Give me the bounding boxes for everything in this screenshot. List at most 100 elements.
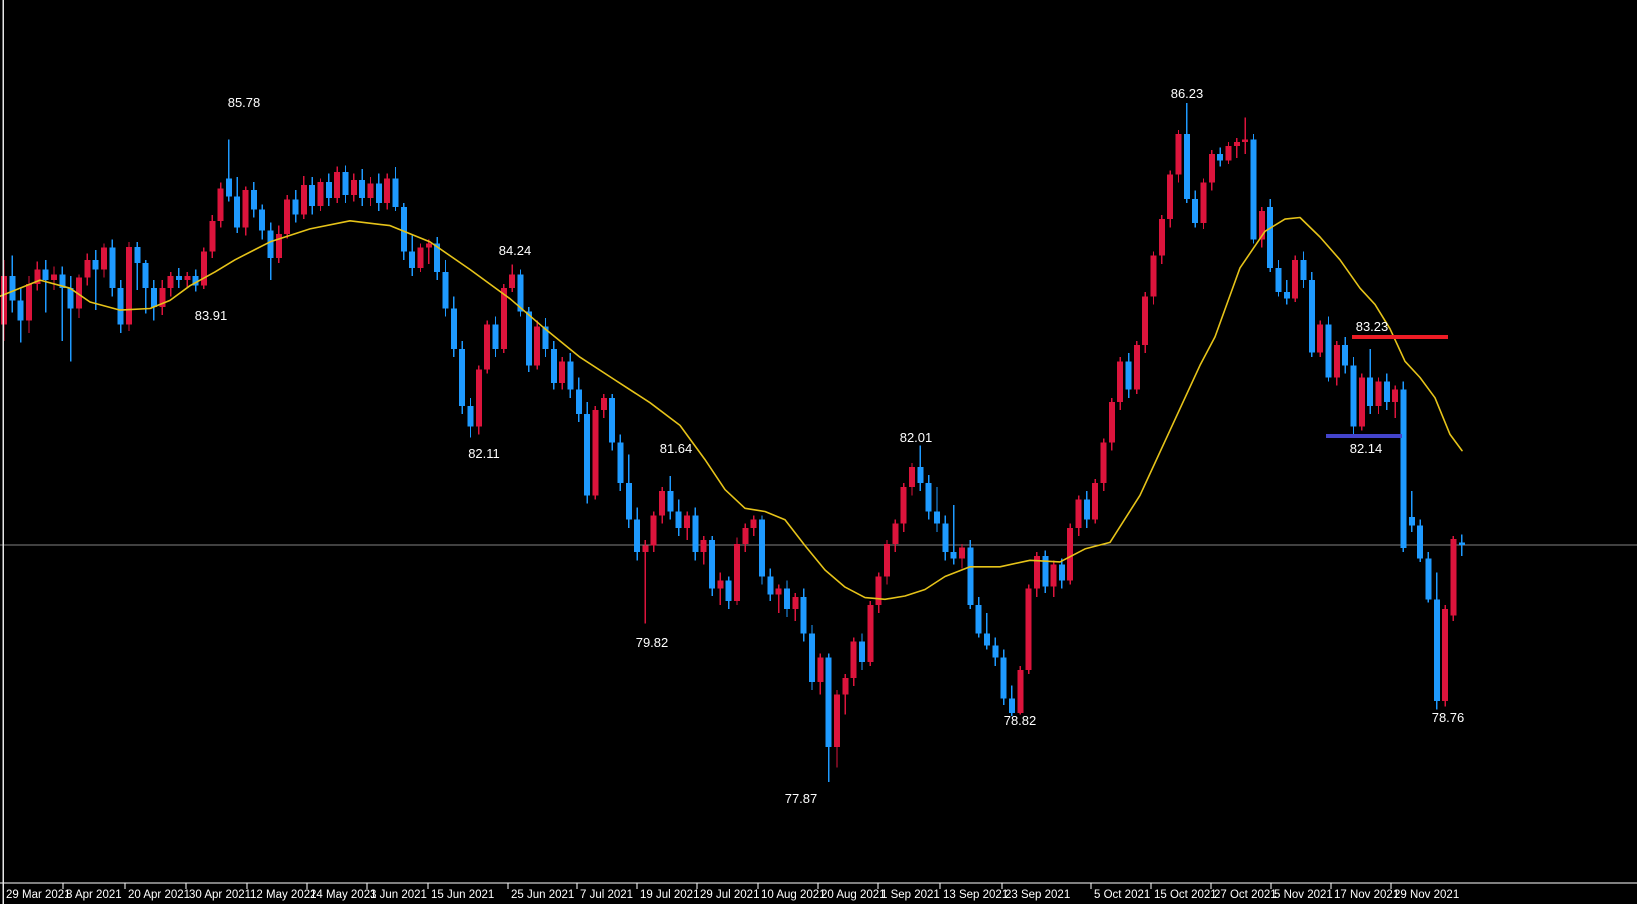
bull-candle (700, 535, 707, 565)
moving-average-line (0, 216, 1463, 601)
bull-candle (850, 637, 857, 687)
bear-candle (1000, 649, 1007, 705)
candle-body (1150, 255, 1157, 297)
candle-body (209, 220, 216, 252)
candle-body (817, 657, 824, 683)
candle-body (367, 183, 374, 199)
bear-candle (692, 507, 699, 561)
candle-body (1042, 556, 1049, 587)
bear-candle (950, 505, 957, 565)
bull-candle (883, 539, 890, 585)
bear-candle (1058, 558, 1065, 589)
bear-candle (142, 259, 149, 314)
swing-price-label: 83.23 (1356, 319, 1389, 334)
bear-candle (1425, 552, 1432, 603)
bear-candle (858, 633, 865, 670)
candle-body (517, 274, 524, 312)
bear-candle (667, 475, 674, 520)
bear-candle (117, 280, 124, 333)
bear-candle (450, 296, 457, 358)
bear-candle (1408, 491, 1415, 532)
candle-body (1025, 588, 1032, 670)
bear-candle (1217, 147, 1224, 167)
bull-candle (750, 515, 757, 536)
candle-body (975, 604, 982, 634)
bear-candle (800, 588, 807, 642)
candle-body (550, 349, 557, 384)
candle-body (1133, 345, 1140, 390)
bear-candle (492, 316, 499, 358)
x-axis-date-label: 8 Apr 2021 (66, 889, 122, 901)
candle-body (1300, 259, 1307, 281)
bear-candle (1267, 198, 1274, 272)
candle-body (75, 277, 82, 309)
candle-body (1400, 389, 1407, 549)
candle-body (1375, 381, 1382, 406)
x-axis-date-label: 29 Nov 2021 (1394, 889, 1459, 901)
candle-body (1217, 154, 1224, 161)
candle-body (267, 230, 274, 259)
x-axis-date-label: 24 May 2021 (310, 889, 377, 901)
bull-candle (1292, 255, 1299, 302)
bull-candle (1208, 150, 1215, 191)
bull-candle (284, 194, 291, 239)
bear-candle (375, 173, 382, 212)
bear-candle (67, 275, 74, 362)
candle-body (42, 269, 49, 281)
candle-body (1358, 377, 1365, 427)
candle-body (1250, 139, 1257, 240)
candle-body (892, 523, 899, 545)
candle-body (559, 361, 566, 384)
candle-body (1, 275, 7, 325)
bull-candle (1017, 665, 1024, 715)
bear-candle (542, 318, 549, 358)
candle-body (1083, 499, 1090, 520)
bull-candle (642, 539, 649, 624)
candle-body (467, 405, 474, 427)
bear-candle (1308, 271, 1315, 358)
candle-body (275, 233, 282, 259)
candle-body (925, 483, 932, 512)
bull-candle (1075, 495, 1082, 536)
candle-body (1283, 292, 1290, 299)
bear-candle (325, 173, 332, 207)
bull-candle (384, 173, 391, 210)
bear-candle (575, 377, 582, 423)
candle-body (958, 547, 965, 559)
bear-candle (825, 653, 832, 782)
candle-body (534, 326, 541, 366)
bull-candle (1067, 523, 1074, 585)
candle-body (242, 189, 249, 228)
candle-body (450, 308, 457, 350)
candle-body (675, 511, 682, 528)
bull-candle (534, 320, 541, 370)
candle-body (309, 185, 316, 207)
bear-candle (809, 625, 816, 691)
x-axis-date-label: 29 Mar 2021 (6, 889, 71, 901)
candle-body (492, 324, 499, 350)
candle-body (350, 180, 357, 195)
bull-candle (1142, 292, 1149, 354)
bull-candle (125, 241, 132, 332)
candle-body (359, 180, 366, 199)
bull-candle (1333, 340, 1340, 386)
candle-body (417, 247, 424, 268)
bear-candle (1342, 336, 1349, 374)
candle-body (900, 487, 907, 524)
bear-candle (925, 474, 932, 520)
candle-body (734, 544, 741, 601)
bear-candle (442, 259, 449, 317)
bear-candle (134, 241, 141, 290)
candle-body (1242, 139, 1249, 142)
bear-candle (92, 250, 99, 311)
bull-candle (1375, 377, 1382, 415)
x-axis-date-label: 3 Jun 2021 (370, 889, 427, 901)
bear-candle (709, 535, 716, 597)
bear-candle (109, 239, 116, 297)
bear-candle (42, 259, 49, 313)
candle-body (1392, 389, 1399, 402)
bear-candle (609, 393, 616, 451)
candle-body (617, 442, 624, 484)
bull-candle (1392, 385, 1399, 419)
